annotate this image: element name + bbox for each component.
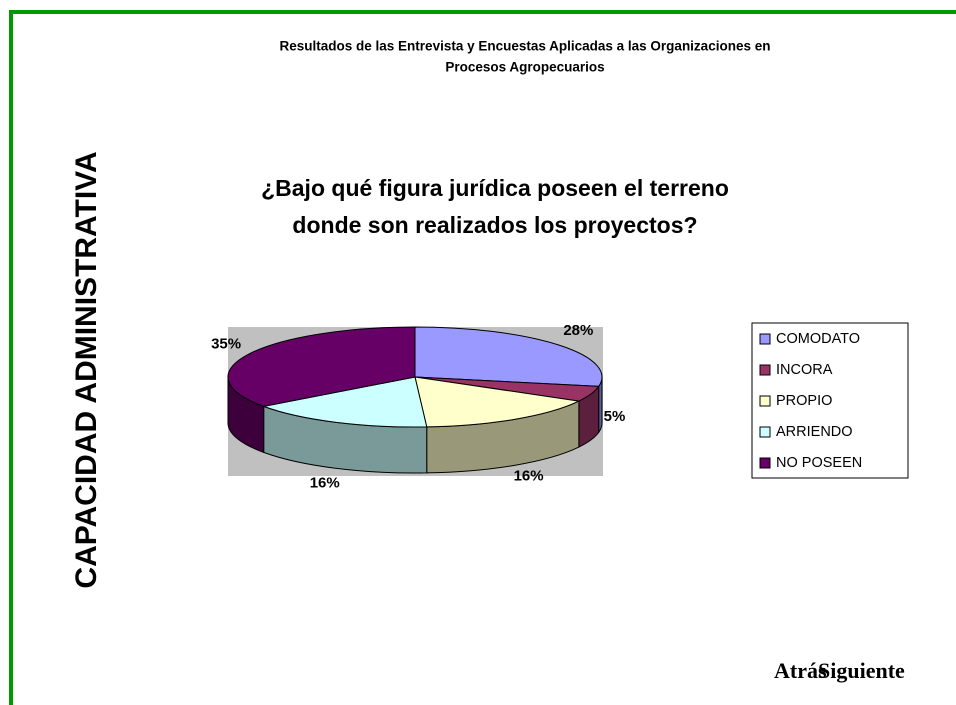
next-button[interactable]: Siguiente <box>818 658 905 683</box>
data-label: 16% <box>514 468 544 485</box>
legend-label: PROPIO <box>776 393 832 409</box>
chart-title: ¿Bajo qué figura jurídica poseen el terr… <box>261 175 729 201</box>
legend-swatch <box>759 457 771 469</box>
legend-swatch <box>759 395 771 407</box>
pie-slice <box>414 326 603 387</box>
data-label: 16% <box>310 475 340 492</box>
legend-swatch <box>759 426 771 438</box>
back-button[interactable]: Atrás <box>774 658 827 683</box>
data-label: 35% <box>211 335 241 352</box>
legend-swatch <box>759 333 771 345</box>
section-title: CAPACIDAD ADMINISTRATIVA <box>70 151 103 588</box>
legend-box <box>751 322 909 479</box>
header-line: Resultados de las Entrevista y Encuestas… <box>280 39 771 54</box>
pie-slice <box>414 376 581 428</box>
data-label: 5% <box>604 408 626 425</box>
legend-label: NO POSEEN <box>776 455 862 471</box>
legend-label: COMODATO <box>776 331 860 347</box>
header-line: Procesos Agropecuarios <box>445 60 604 75</box>
data-label: 28% <box>563 322 593 339</box>
pie-slice <box>261 376 428 428</box>
legend-label: INCORA <box>776 362 833 378</box>
chart-title: donde son realizados los proyectos? <box>292 212 697 238</box>
legend-label: ARRIENDO <box>776 424 853 440</box>
legend-swatch <box>759 364 771 376</box>
pie-slice <box>227 326 416 407</box>
